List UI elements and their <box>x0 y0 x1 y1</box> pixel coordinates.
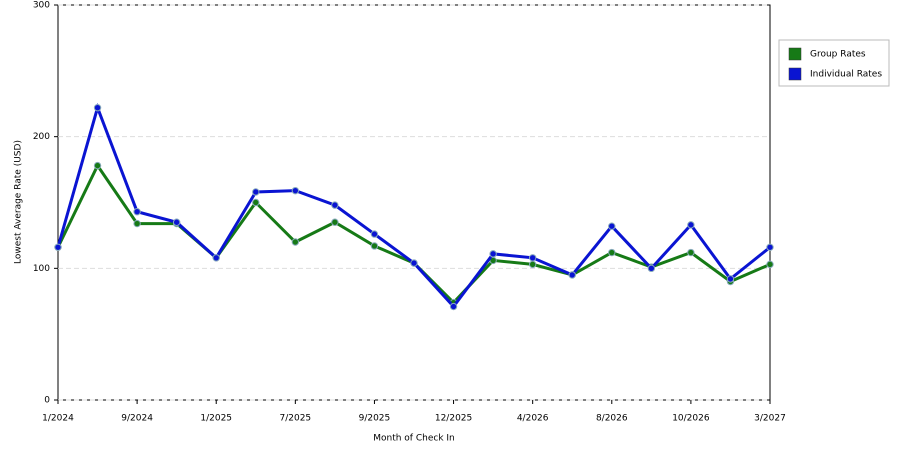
point <box>370 242 379 250</box>
point <box>687 248 695 257</box>
point <box>528 260 537 269</box>
x-tick-label: 1/2024 <box>42 414 74 424</box>
x-tick-label: 4/2026 <box>517 414 549 424</box>
point <box>54 243 62 251</box>
y-tick-label: 0 <box>44 396 50 406</box>
x-tick-label: 12/2025 <box>435 414 472 424</box>
point <box>291 238 300 246</box>
point <box>528 254 537 262</box>
point <box>252 188 260 196</box>
point <box>489 250 497 258</box>
legend-swatch <box>788 47 802 61</box>
point <box>291 186 300 195</box>
x-tick-label: 9/2025 <box>359 414 391 424</box>
point <box>726 275 735 283</box>
x-tick-label: 9/2024 <box>121 414 153 424</box>
x-tick-label: 8/2026 <box>596 414 628 424</box>
legend-label: Group Rates <box>810 50 866 60</box>
point <box>608 222 616 230</box>
plot-frame <box>57 4 771 401</box>
x-tick-label: 10/2026 <box>672 414 710 424</box>
point <box>687 221 695 229</box>
point <box>212 254 220 262</box>
point <box>647 264 656 273</box>
x-tick-label: 1/2025 <box>200 414 232 424</box>
point <box>331 201 339 209</box>
point <box>172 218 181 226</box>
point <box>252 198 260 207</box>
point <box>766 260 774 269</box>
x-axis-label: Month of Check In <box>373 434 455 444</box>
point <box>608 248 616 257</box>
point <box>370 230 379 238</box>
point <box>766 243 774 251</box>
point <box>133 219 141 228</box>
y-tick-label: 200 <box>33 132 50 142</box>
point <box>133 208 141 216</box>
legend-swatch <box>788 67 802 81</box>
point <box>93 161 102 170</box>
x-tick-label: 3/2027 <box>754 414 786 424</box>
point <box>410 259 418 267</box>
legend-label: Individual Rates <box>810 70 882 80</box>
point <box>93 104 102 112</box>
y-tick-label: 100 <box>33 264 50 274</box>
y-tick-label: 300 <box>33 1 50 11</box>
point <box>331 218 339 226</box>
point <box>449 302 458 311</box>
point <box>568 271 576 279</box>
x-tick-label: 7/2025 <box>279 414 311 424</box>
y-axis-label: Lowest Average Rate (USD) <box>14 140 24 264</box>
